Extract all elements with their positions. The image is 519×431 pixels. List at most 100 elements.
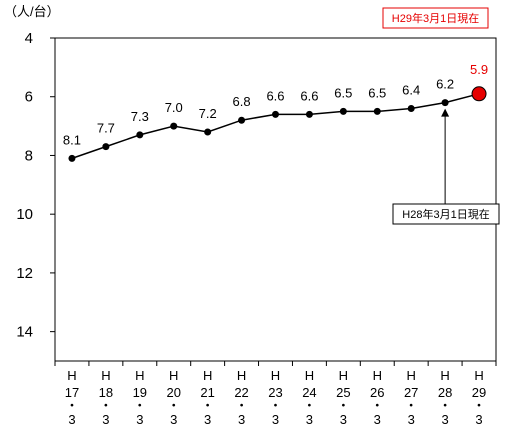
callout-arrow-head — [441, 108, 450, 117]
x-tick-label-part: 3 — [68, 412, 75, 427]
x-tick-label-part: 3 — [374, 412, 381, 427]
callout-box-previous — [392, 203, 500, 225]
x-tick-label-part: ・ — [133, 398, 146, 413]
x-tick-label: H 25・3 — [336, 368, 350, 427]
y-tick-label: 6 — [25, 89, 33, 106]
data-label: 7.7 — [97, 121, 115, 136]
data-label: 6.5 — [334, 85, 352, 100]
y-tick-label: 10 — [16, 206, 33, 223]
x-tick-label-part: 3 — [102, 412, 109, 427]
x-tick-label-part: 3 — [475, 412, 482, 427]
x-tick-label-part: 23 — [268, 385, 282, 400]
data-label: 6.4 — [402, 82, 420, 97]
x-tick-label-part: H — [305, 368, 314, 383]
x-tick-label-part: H — [67, 368, 76, 383]
y-tick-label: 8 — [25, 147, 33, 164]
plot-frame — [54, 37, 497, 362]
data-label: 6.6 — [266, 88, 284, 103]
x-tick-label-part: 3 — [306, 412, 313, 427]
x-tick-label-part: ・ — [201, 398, 214, 413]
x-tick-label-part: 3 — [408, 412, 415, 427]
x-tick-label: H 29・3 — [472, 368, 486, 427]
x-tick-label-part: 22 — [234, 385, 248, 400]
data-labels: 8.1 7.7 7.3 7.0 7.2 6.8 6.6 6.6 6.5 6.5 6.4 6.2 5.9 — [63, 62, 488, 148]
y-tick-label: 12 — [16, 265, 33, 282]
x-tick-label-part: 3 — [204, 412, 211, 427]
x-tick-label-part: 3 — [441, 412, 448, 427]
axes — [50, 37, 497, 366]
x-tick-label-part: ・ — [99, 398, 112, 413]
x-tick-label-part: H — [474, 368, 483, 383]
data-point — [373, 107, 381, 115]
x-tick-label-part: 25 — [336, 385, 350, 400]
x-tick-label-part: 3 — [136, 412, 143, 427]
x-tick-label: H 24・3 — [302, 368, 316, 427]
x-tick-label: H 20・3 — [166, 368, 180, 427]
data-label: 6.5 — [368, 85, 386, 100]
data-label: 7.3 — [131, 109, 149, 124]
data-label: 6.8 — [233, 94, 251, 109]
data-point — [102, 143, 110, 151]
x-tick-label: H 18・3 — [99, 368, 113, 427]
x-tick-label-part: H — [169, 368, 178, 383]
x-tick-label: H 28・3 — [438, 368, 452, 427]
data-point — [441, 99, 449, 107]
x-tick-labels: H17・3H18・3H19・3H20・3H21・3H22・3H23・3H24・3… — [65, 368, 487, 427]
x-tick-label: H 27・3 — [404, 368, 418, 427]
data-point — [407, 104, 415, 112]
data-label: 5.9 — [470, 62, 488, 77]
x-tick-label-part: ・ — [405, 398, 418, 413]
x-tick-label-part: ・ — [269, 398, 282, 413]
data-point — [272, 110, 279, 118]
x-tick-label-part: 3 — [238, 412, 245, 427]
x-tick-label-part: 20 — [166, 385, 180, 400]
y-tick-label: 14 — [16, 324, 33, 341]
data-point — [136, 131, 144, 139]
series-line — [71, 93, 480, 160]
x-tick-label-part: 18 — [99, 385, 113, 400]
x-tick-label-part: ・ — [473, 398, 486, 413]
x-tick-label-part: 26 — [370, 385, 384, 400]
x-tick-label-part: ・ — [65, 398, 78, 413]
x-tick-label-part: ・ — [439, 398, 452, 413]
callout-text-previous: H28年3月1日現在 — [402, 207, 489, 221]
x-tick-label-part: 24 — [302, 385, 316, 400]
x-tick-label-part: ・ — [371, 398, 384, 413]
x-tick-label: H 26・3 — [370, 368, 384, 427]
x-tick-label-part: 19 — [133, 385, 147, 400]
y-tick-label: 4 — [25, 30, 33, 47]
data-point — [238, 116, 246, 124]
x-tick-label-part: 27 — [404, 385, 418, 400]
x-tick-label: H 22・3 — [234, 368, 248, 427]
series — [68, 86, 487, 162]
callouts: H29年3月1日現在 H28年3月1日現在 — [382, 7, 500, 225]
data-point — [170, 122, 178, 130]
callout-text-current: H29年3月1日現在 — [392, 11, 479, 25]
x-tick-label-part: H — [135, 368, 144, 383]
highlight-point — [471, 86, 487, 102]
data-label: 7.2 — [199, 106, 217, 121]
x-tick-label-part: 3 — [272, 412, 279, 427]
x-tick-label-part: H — [406, 368, 415, 383]
data-point — [305, 110, 313, 118]
x-tick-label-part: H — [203, 368, 212, 383]
x-tick-label-part: 3 — [340, 412, 347, 427]
data-point — [68, 154, 76, 162]
x-tick-label-part: 3 — [170, 412, 177, 427]
x-tick-label-part: ・ — [303, 398, 316, 413]
data-label: 8.1 — [63, 132, 81, 147]
x-tick-label-part: H — [101, 368, 110, 383]
x-tick-label-part: 29 — [472, 385, 486, 400]
callout-box-current — [382, 7, 489, 29]
data-label: 6.2 — [436, 77, 454, 92]
y-unit-label: （人/台） — [4, 4, 60, 19]
data-point — [339, 107, 347, 115]
x-tick-label: H 19・3 — [133, 368, 147, 427]
x-tick-label-part: 17 — [65, 385, 79, 400]
x-tick-label-part: H — [373, 368, 382, 383]
x-tick-label-part: H — [271, 368, 280, 383]
data-label: 7.0 — [165, 100, 183, 115]
x-tick-label-part: 21 — [200, 385, 214, 400]
data-label: 6.6 — [300, 88, 318, 103]
